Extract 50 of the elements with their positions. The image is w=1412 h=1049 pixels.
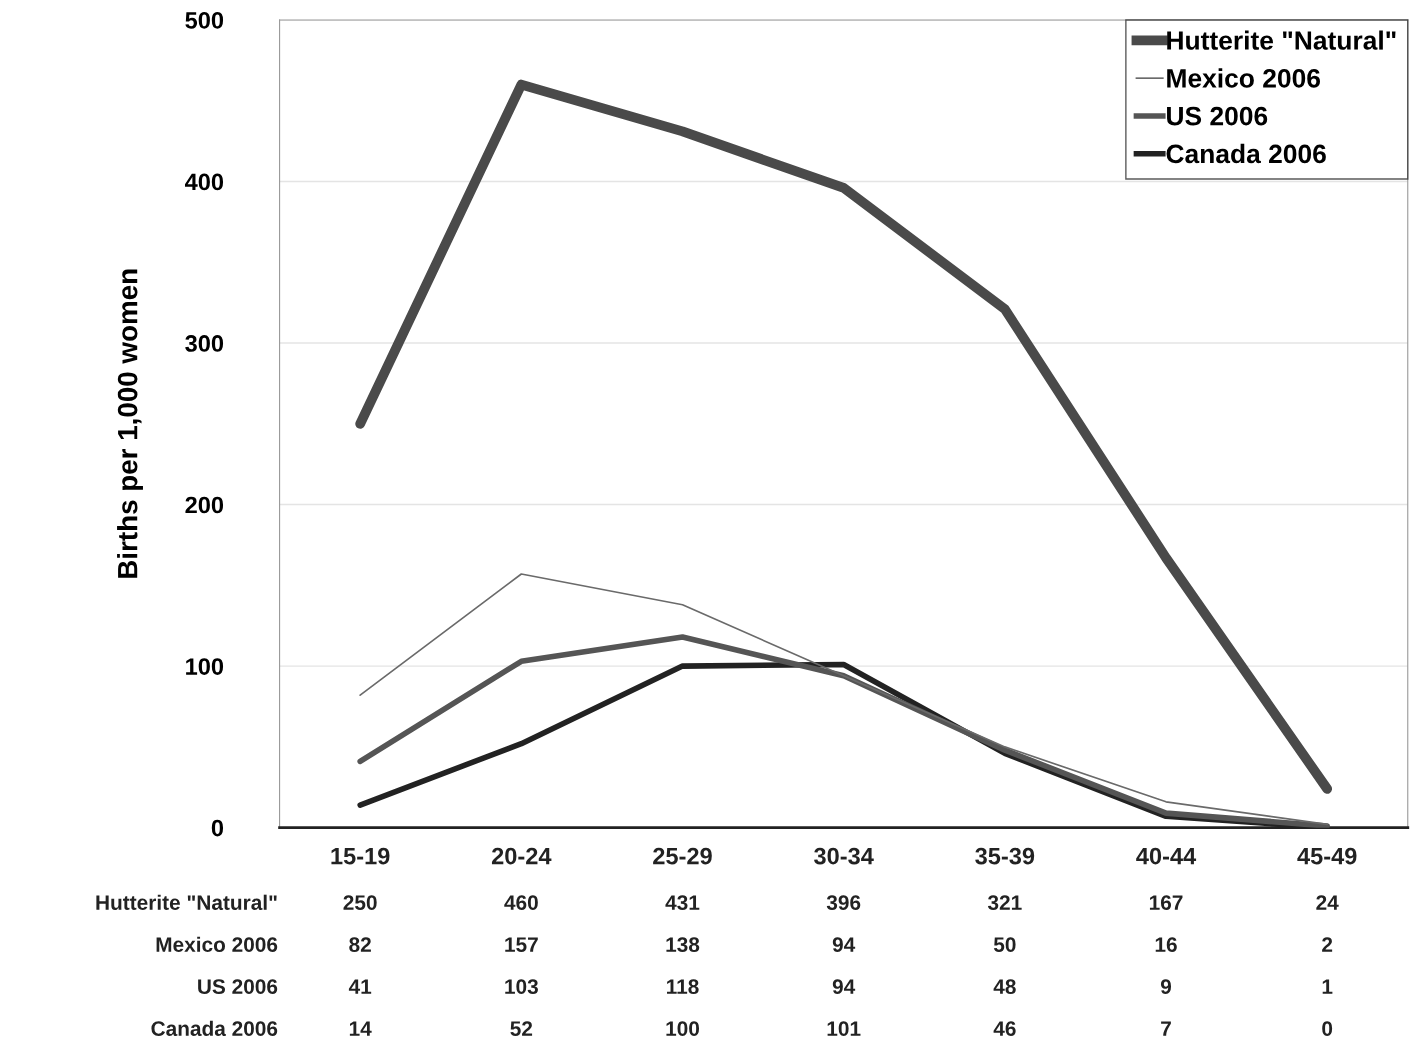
text: Mexico 2006 [156,936,278,952]
x-tick-label: 45-49 [1297,847,1357,865]
x-tick-label: 40-44 [1136,847,1197,865]
data-label: 396 [826,895,861,911]
x-tick-label: 30-34 [814,847,874,865]
data-label: 101 [827,1021,861,1036]
data-label: 250 [343,895,377,910]
x-tick-label: 25-29 [653,847,712,865]
data-label: 7 [1161,1021,1171,1036]
y-tick-label: 100 [186,658,224,675]
legend-label: Hutterite "Natural" [1167,30,1396,50]
data-label: 100 [666,1021,700,1036]
data-label: 48 [993,979,1016,994]
y-tick-label: 500 [185,12,224,29]
legend-label: Canada 2006 [1166,143,1326,164]
data-label: 41 [348,979,372,994]
data-label: 94 [832,979,856,994]
data-label: 9 [1160,979,1172,994]
y-axis-title: Births per 1,000 women [117,269,143,578]
data-label: 24 [1316,895,1339,910]
data-label: 14 [349,1021,372,1036]
text: Canada 2006 [151,1020,278,1036]
data-label: 460 [504,895,538,910]
data-label: 52 [510,1021,533,1036]
legend-label: US 2006 [1167,106,1268,126]
data-label: 46 [993,1021,1016,1036]
data-label: 94 [832,937,856,952]
data-label: 321 [987,895,1022,911]
legend-label: Mexico 2006 [1167,68,1320,88]
data-label: 431 [665,895,700,911]
data-label: 0 [1322,1021,1333,1036]
data-label: 138 [666,937,700,953]
data-label: 1 [1322,979,1333,994]
y-tick-label: 400 [184,173,224,191]
data-label: 157 [505,937,538,952]
text: US 2006 [198,979,278,994]
x-tick-label: 35-39 [975,847,1035,865]
data-label: 103 [505,979,538,995]
y-tick-label: 300 [185,335,224,352]
data-label: 167 [1149,895,1183,910]
x-tick-label: 15-19 [331,847,390,865]
data-label: 16 [1155,937,1177,952]
x-tick-label: 20-24 [491,847,552,865]
data-label: 118 [667,979,699,994]
y-tick-label: 200 [185,496,224,514]
data-label: 2 [1322,937,1333,952]
data-label: 50 [993,937,1016,952]
data-label: 82 [349,937,371,952]
text: Hutterite "Natural" [96,894,277,910]
y-tick-label: 0 [211,819,224,837]
